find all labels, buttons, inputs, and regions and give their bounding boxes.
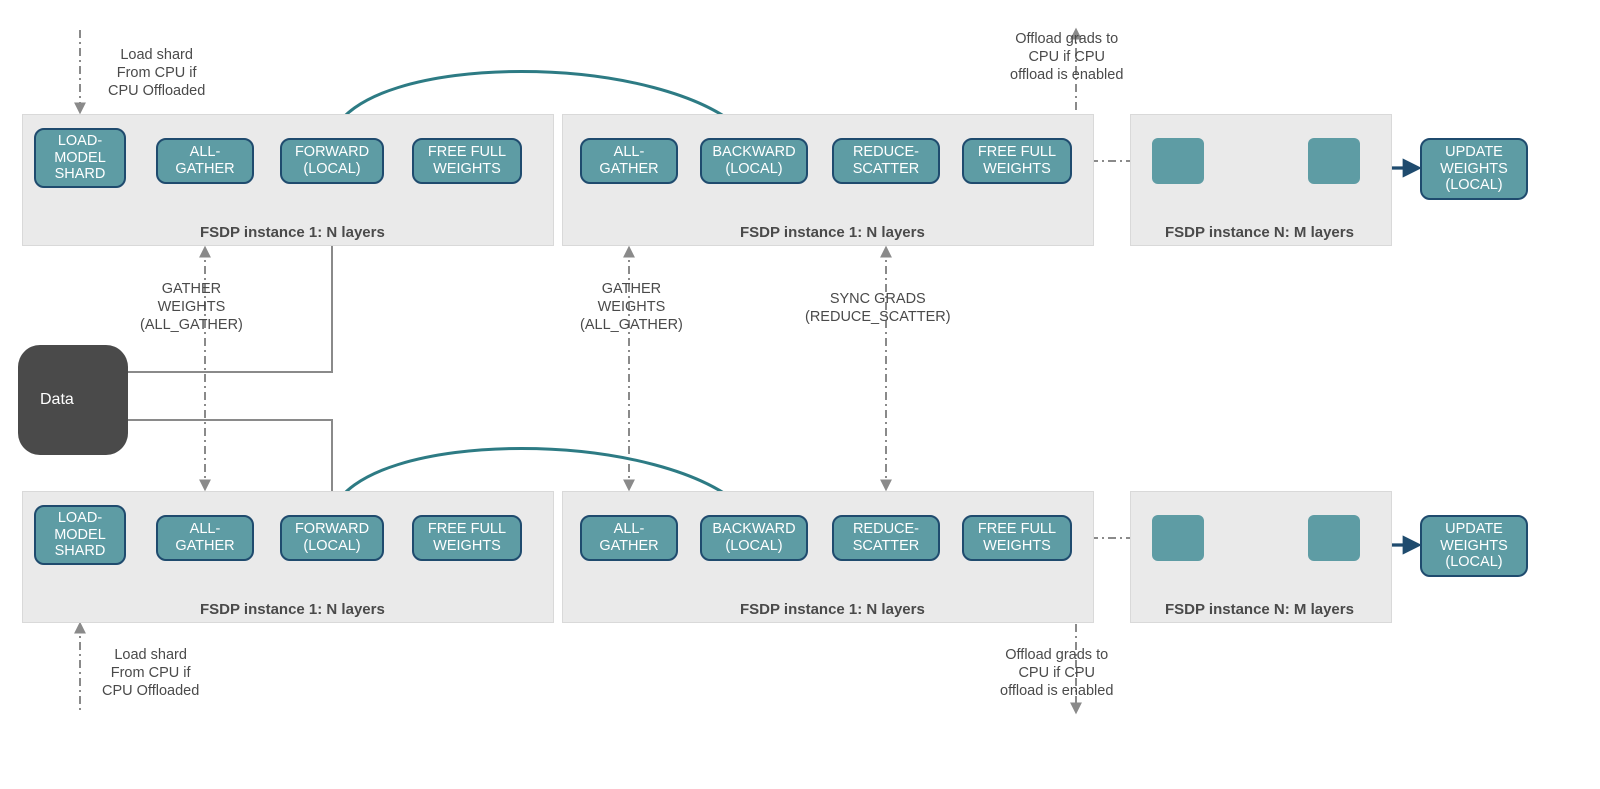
node-b_gather: ALL-GATHER	[156, 515, 254, 561]
node-t_gather: ALL-GATHER	[156, 138, 254, 184]
annot-offload_top: Offload grads toCPU if CPUoffload is ena…	[1010, 30, 1123, 84]
node-b_gather2: ALL-GATHER	[580, 515, 678, 561]
panel-label-bot_nm: FSDP instance N: M layers	[1165, 601, 1354, 618]
blank-node-2	[1152, 515, 1204, 561]
panel-label-top_bwd: FSDP instance 1: N layers	[740, 224, 925, 241]
data-node: Data	[18, 345, 128, 455]
node-t_fwd: FORWARD(LOCAL)	[280, 138, 384, 184]
panel-label-top_fwd: FSDP instance 1: N layers	[200, 224, 385, 241]
annot-gw_left: GATHERWEIGHTS(ALL_GATHER)	[140, 280, 243, 334]
node-t_free2: FREE FULLWEIGHTS	[962, 138, 1072, 184]
node-t_upd: UPDATEWEIGHTS(LOCAL)	[1420, 138, 1528, 200]
annot-load_top: Load shardFrom CPU ifCPU Offloaded	[108, 46, 205, 100]
node-t_free: FREE FULLWEIGHTS	[412, 138, 522, 184]
node-t_load: LOAD-MODELSHARD	[34, 128, 126, 188]
annot-load_bot: Load shardFrom CPU ifCPU Offloaded	[102, 646, 199, 700]
blank-node-1	[1308, 138, 1360, 184]
node-b_free2: FREE FULLWEIGHTS	[962, 515, 1072, 561]
annot-sync: SYNC GRADS(REDUCE_SCATTER)	[805, 290, 951, 326]
node-b_load: LOAD-MODELSHARD	[34, 505, 126, 565]
node-b_bwd: BACKWARD(LOCAL)	[700, 515, 808, 561]
node-b_upd: UPDATEWEIGHTS(LOCAL)	[1420, 515, 1528, 577]
blank-node-0	[1152, 138, 1204, 184]
node-b_fwd: FORWARD(LOCAL)	[280, 515, 384, 561]
node-t_bwd: BACKWARD(LOCAL)	[700, 138, 808, 184]
annot-gw_mid: GATHERWEIGHTS(ALL_GATHER)	[580, 280, 683, 334]
node-b_free: FREE FULLWEIGHTS	[412, 515, 522, 561]
blank-node-3	[1308, 515, 1360, 561]
annot-offload_bot: Offload grads toCPU if CPUoffload is ena…	[1000, 646, 1113, 700]
node-t_gather2: ALL-GATHER	[580, 138, 678, 184]
panel-label-top_nm: FSDP instance N: M layers	[1165, 224, 1354, 241]
node-t_rs: REDUCE-SCATTER	[832, 138, 940, 184]
node-b_rs: REDUCE-SCATTER	[832, 515, 940, 561]
panel-label-bot_bwd: FSDP instance 1: N layers	[740, 601, 925, 618]
panel-label-bot_fwd: FSDP instance 1: N layers	[200, 601, 385, 618]
